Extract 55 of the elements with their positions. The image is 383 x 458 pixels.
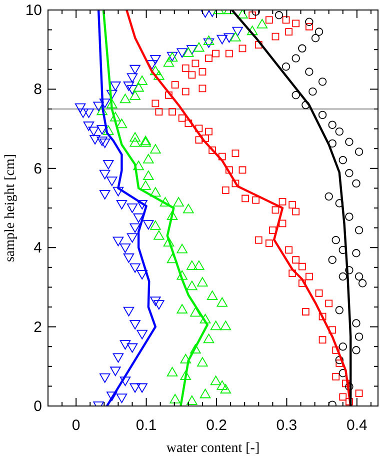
point — [345, 138, 354, 146]
point — [345, 266, 354, 274]
point — [338, 246, 347, 254]
point — [318, 110, 327, 120]
point — [328, 256, 336, 264]
point — [338, 272, 347, 281]
point — [335, 306, 344, 314]
point — [335, 127, 344, 136]
point — [328, 139, 336, 148]
x-tick-label: 0.3 — [276, 417, 298, 434]
line-series — [126, 10, 352, 406]
point — [298, 44, 306, 53]
x-tick-label: 0.1 — [136, 417, 157, 434]
point — [292, 91, 300, 100]
point — [335, 199, 344, 208]
point — [354, 332, 364, 341]
line-series — [102, 10, 208, 406]
point — [274, 11, 284, 20]
point — [352, 346, 360, 354]
point — [358, 279, 367, 288]
x-tick-label: 0.4 — [346, 417, 368, 434]
y-axis-title: sample height [cm] — [3, 154, 18, 262]
point — [305, 18, 314, 26]
point — [352, 179, 360, 188]
point — [354, 226, 364, 234]
point — [305, 68, 314, 76]
x-tick-label: 0.2 — [206, 417, 227, 434]
point — [354, 148, 364, 156]
point — [282, 62, 290, 71]
x-axis-title: water content [-] — [166, 441, 260, 456]
point — [302, 100, 310, 110]
y-tick-label: 10 — [25, 2, 42, 19]
point — [328, 120, 336, 129]
point — [352, 249, 360, 258]
point — [354, 272, 364, 281]
point — [308, 87, 317, 96]
point — [338, 342, 347, 351]
point — [292, 54, 300, 62]
x-tick-label: 0 — [72, 417, 80, 434]
y-tick-label: 2 — [34, 318, 42, 336]
point — [335, 356, 344, 364]
point — [332, 236, 340, 244]
point — [318, 78, 327, 86]
point — [352, 319, 360, 328]
y-tick-label: 0 — [34, 398, 42, 415]
point — [345, 212, 354, 221]
y-tick-label: 6 — [34, 160, 42, 178]
y-tick-label: 4 — [34, 240, 42, 257]
point — [338, 156, 347, 164]
point — [314, 28, 324, 36]
y-tick-label: 8 — [34, 81, 42, 98]
point — [311, 34, 320, 42]
point — [324, 192, 333, 201]
point — [345, 382, 354, 391]
point — [345, 169, 354, 178]
